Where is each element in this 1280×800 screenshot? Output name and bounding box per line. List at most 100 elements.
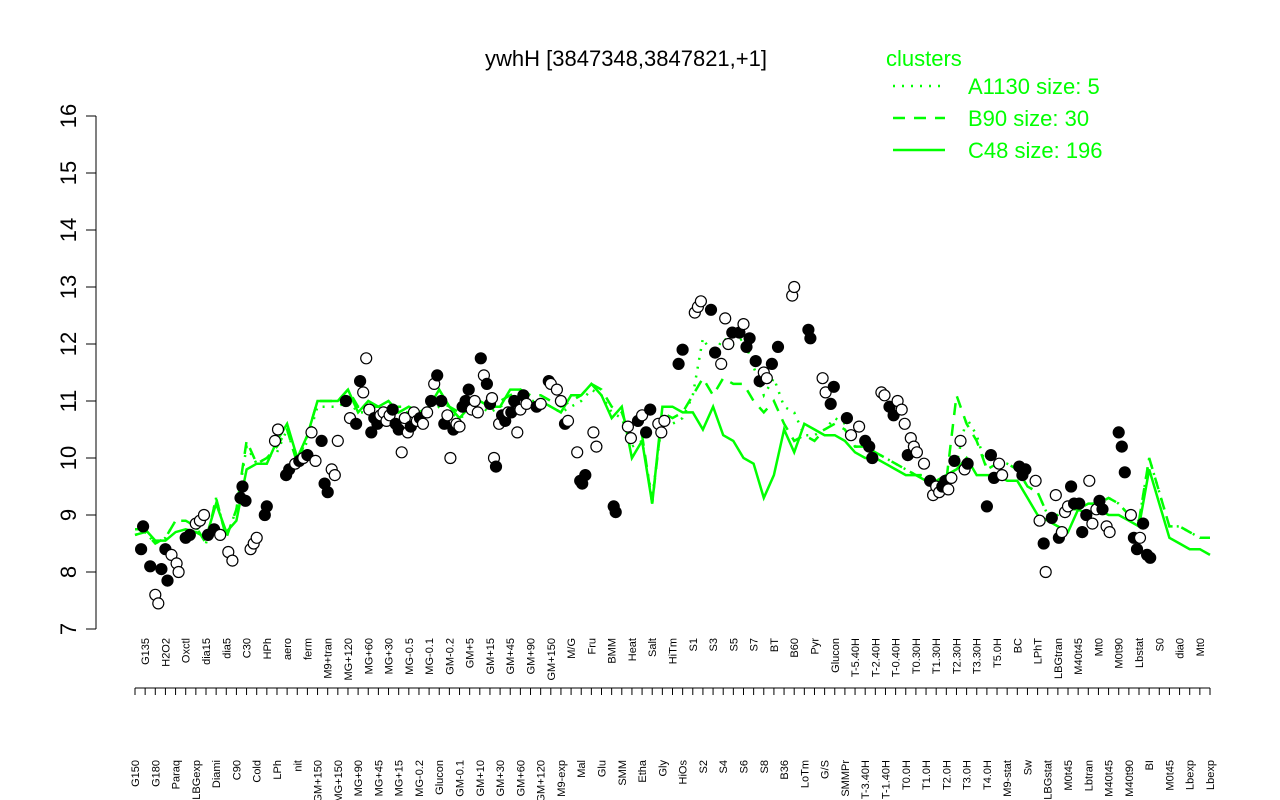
data-point: [878, 389, 891, 402]
data-point: [910, 446, 924, 459]
data-point: [431, 369, 444, 382]
data-point: [1144, 551, 1157, 564]
data-point: [961, 457, 974, 470]
legend: clusters A1130 size: 5 B90 size: 30 C48 si…: [886, 46, 1103, 163]
x-tick-label: Oxctl: [181, 638, 193, 663]
x-tick-label: LoTm: [799, 760, 811, 788]
data-point: [639, 426, 653, 439]
x-tick-label: M40t45: [1104, 760, 1116, 797]
x-tick-label: MG+15: [394, 760, 406, 796]
x-tick-label: HiOs: [678, 760, 690, 785]
data-point: [1045, 511, 1058, 525]
data-point: [954, 434, 967, 447]
x-tick-label: BMM: [607, 638, 619, 664]
x-tick-label: Glu: [597, 760, 609, 777]
data-point: [425, 394, 438, 408]
data-point: [995, 469, 1009, 482]
x-tick-label: T-5.40H: [850, 638, 862, 677]
data-point: [866, 451, 879, 465]
data-point: [1033, 514, 1046, 527]
data-point: [676, 343, 689, 356]
data-point: [321, 486, 334, 499]
x-tick-label: M40t45: [1073, 638, 1085, 675]
x-tick-label: dia0: [1175, 638, 1187, 659]
x-tick-label: T-1.40H: [880, 760, 892, 799]
data-point: [239, 494, 252, 507]
series-line-solid: [135, 382, 1211, 556]
x-tick-label: Gly: [657, 760, 669, 777]
x-tick-label: MG-0.1: [424, 638, 436, 675]
data-point: [1096, 503, 1109, 516]
y-tick-label: 11: [56, 390, 81, 413]
data-point: [197, 508, 211, 522]
data-point: [1073, 497, 1086, 510]
x-tick-label: SMMPr: [840, 760, 852, 797]
x-tick-label: G/S: [820, 760, 832, 779]
data-point: [571, 446, 584, 459]
data-point: [360, 352, 373, 365]
data-point: [694, 295, 708, 308]
x-tick-label: S8: [759, 760, 771, 773]
data-point: [268, 434, 282, 447]
x-tick-label: T-3.40H: [860, 760, 872, 799]
data-point: [819, 386, 832, 399]
data-point: [980, 500, 994, 513]
x-tick-label: GM+10: [475, 760, 487, 796]
data-point: [271, 423, 285, 436]
y-tick-label: 8: [56, 566, 81, 578]
data-point: [658, 414, 671, 427]
x-tick-label: T0.30H: [911, 638, 923, 674]
data-point: [350, 417, 363, 430]
x-tick-label: MG-0.5: [404, 638, 416, 675]
data-point: [984, 449, 998, 462]
x-tick-label: M0t45: [1063, 760, 1075, 791]
x-tick-label: C90: [231, 760, 243, 780]
x-tick-label: SMM: [617, 760, 629, 786]
y-tick-label: 15: [56, 161, 81, 185]
data-point: [441, 409, 454, 422]
data-points: [135, 280, 1157, 610]
data-point: [444, 451, 457, 465]
x-tick-label: T0.0H: [901, 760, 913, 790]
series-lines: [134, 334, 1211, 556]
x-tick-label: GM+15: [485, 638, 497, 674]
x-tick-label: S6: [738, 760, 750, 773]
data-point: [708, 346, 722, 359]
x-tick-label: G180: [150, 760, 162, 787]
x-tick-label: GM+120: [536, 760, 548, 800]
data-point: [468, 394, 481, 408]
x-tick-label: M/G: [566, 638, 578, 659]
data-point: [421, 406, 434, 419]
data-point: [827, 380, 840, 393]
data-point: [1049, 489, 1062, 502]
data-point: [765, 357, 779, 370]
data-point: [395, 446, 408, 459]
x-tick-label: B60: [789, 638, 801, 658]
x-tick-label: HiTm: [668, 638, 680, 664]
data-point: [453, 420, 466, 433]
data-point: [1019, 463, 1032, 476]
data-point: [365, 426, 378, 439]
x-tick-label: S5: [728, 638, 740, 651]
data-point: [704, 303, 718, 316]
data-point: [898, 417, 911, 430]
data-point: [1133, 531, 1147, 544]
data-point: [183, 528, 196, 542]
x-tick-label: Salt: [647, 638, 659, 657]
data-point: [1080, 508, 1093, 522]
x-tick-label: G135: [140, 638, 152, 665]
x-tick-label: M0t45: [1164, 760, 1176, 791]
data-point: [554, 394, 568, 408]
x-tick-label: Lbtran: [1083, 760, 1095, 791]
x-tick-label: Glucon: [434, 760, 446, 795]
data-point: [863, 440, 876, 453]
x-tick-label: Mt0: [1195, 638, 1207, 656]
x-tick-label: LPh: [272, 760, 284, 780]
data-point: [840, 412, 854, 425]
x-axis: G150 G135 G180 H2O2 Paraq Oxctl LBGexp dia15 Dia…: [130, 638, 1217, 800]
data-point: [737, 318, 750, 331]
data-point: [485, 392, 499, 405]
x-tick-label: S2: [698, 760, 710, 773]
data-point: [309, 454, 322, 467]
x-tick-label: GM+150: [313, 760, 325, 800]
